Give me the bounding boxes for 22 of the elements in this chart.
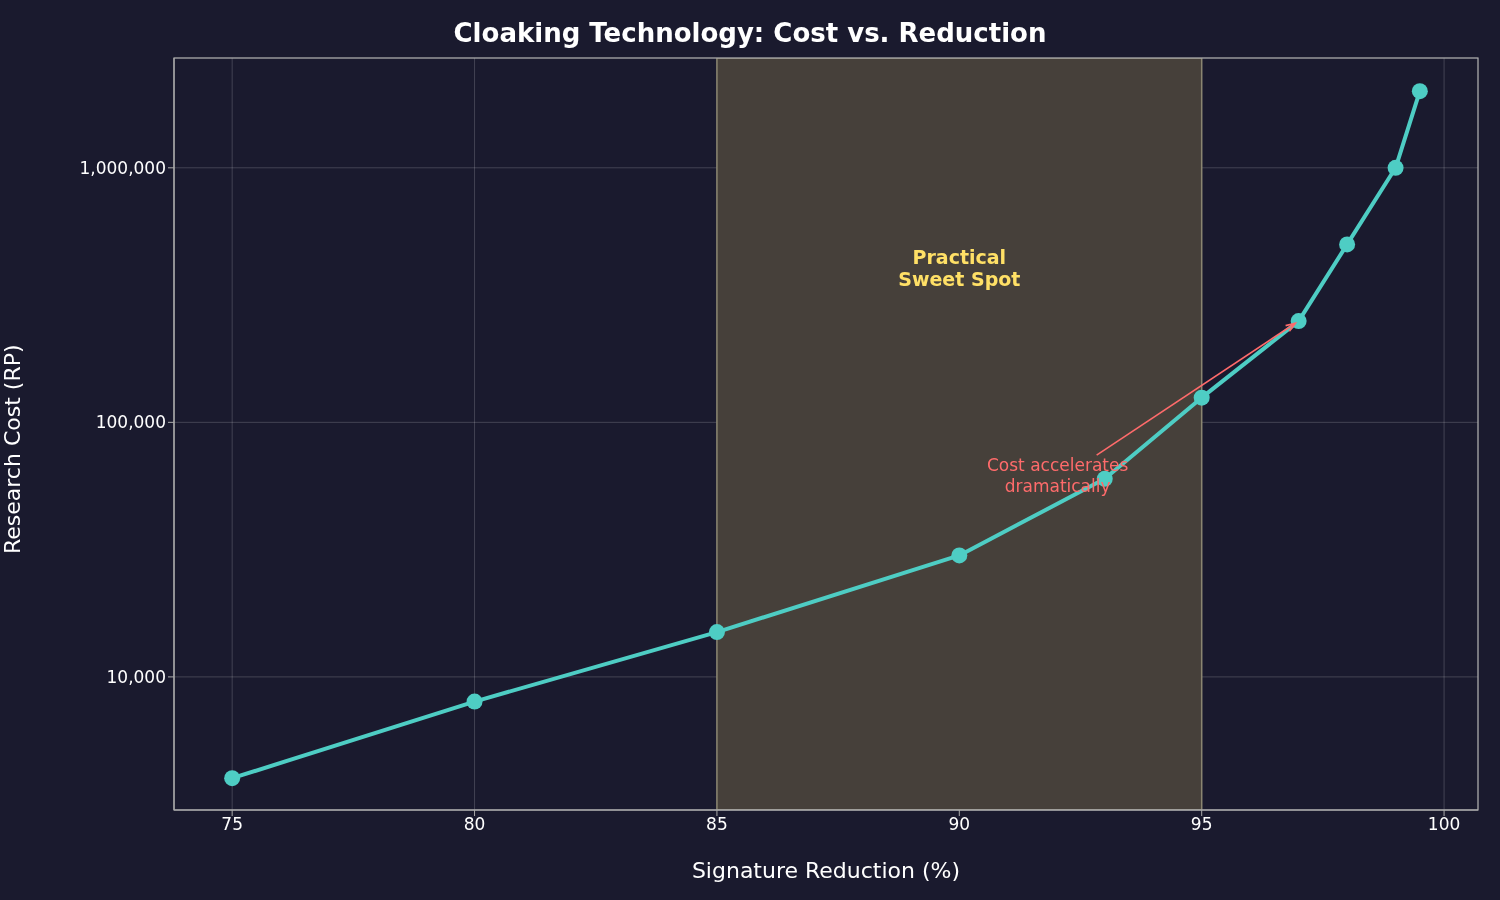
x-tick-label: 90 <box>948 814 971 835</box>
x-tick-label: 80 <box>463 814 486 835</box>
point <box>708 624 725 641</box>
y-tick-label: 100,000 <box>95 412 166 433</box>
point <box>466 693 483 710</box>
y-tick-label: 1,000,000 <box>79 157 166 178</box>
x-tick-label: 100 <box>1427 814 1461 835</box>
point <box>951 547 968 564</box>
point <box>1387 159 1404 176</box>
band-label: Practical Sweet Spot <box>898 246 1021 290</box>
x-tick-label: 75 <box>221 814 243 835</box>
x-tick-label: 85 <box>706 814 728 835</box>
point <box>1290 313 1307 330</box>
point <box>1339 236 1356 253</box>
point <box>1411 83 1428 100</box>
x-axis-title: Signature Reduction (%) <box>691 858 961 883</box>
y-tick-label: 10,000 <box>106 666 166 687</box>
chart-title: Cloaking Technology: Cost vs. Reduction <box>452 18 1048 48</box>
x-tick-label: 95 <box>1190 814 1213 835</box>
y-axis-title: Research Cost (RP) <box>0 344 25 554</box>
point <box>224 770 241 787</box>
point <box>1193 389 1210 406</box>
